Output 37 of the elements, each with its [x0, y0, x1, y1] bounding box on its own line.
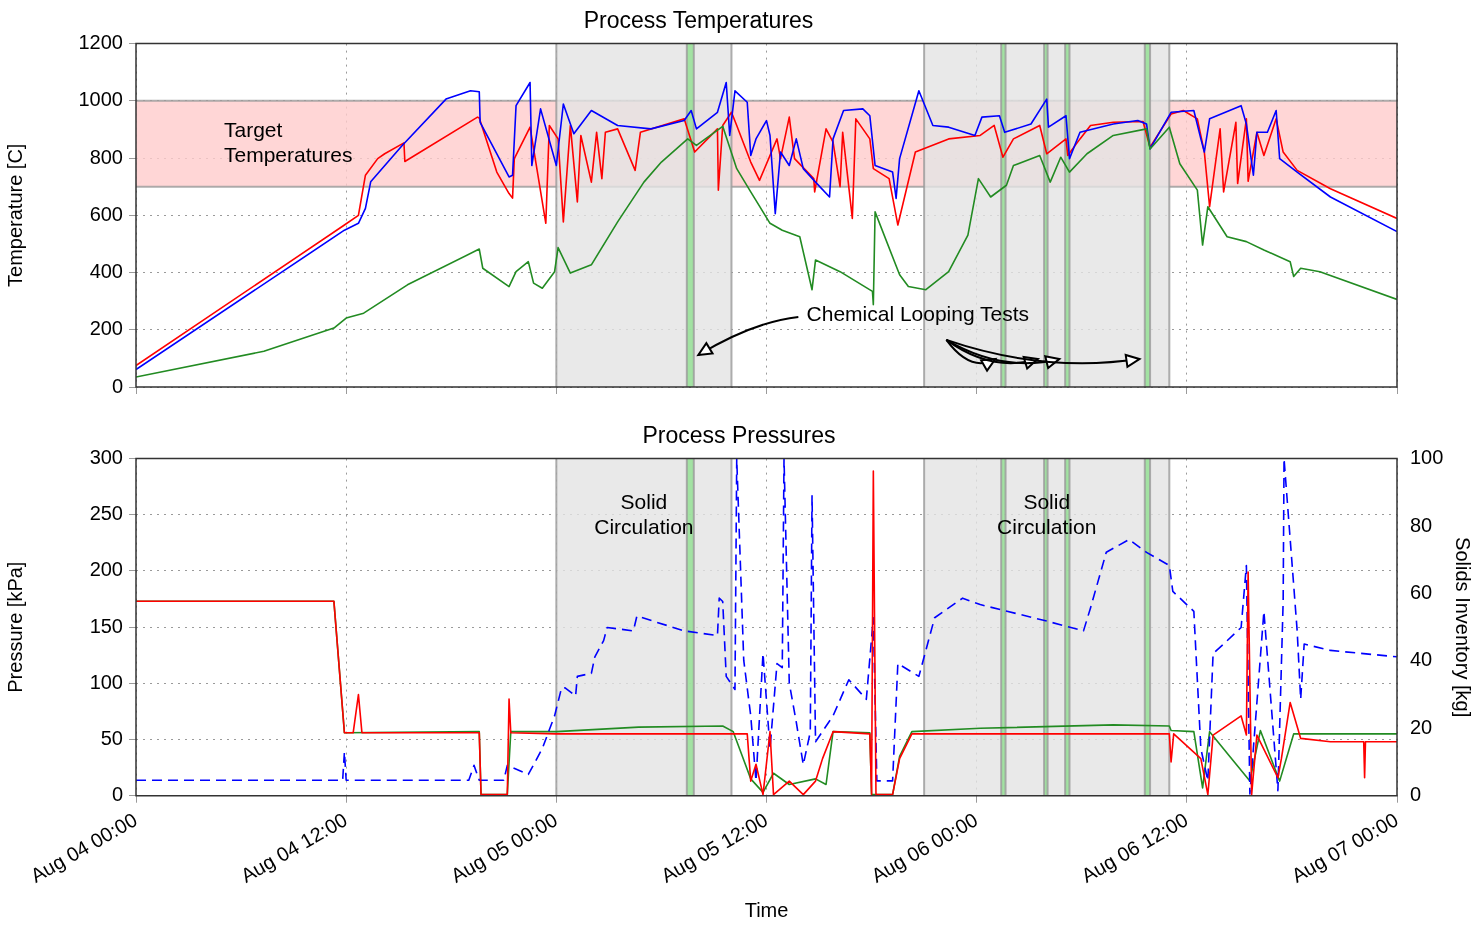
y-tick-label: 200 [89, 558, 123, 581]
y-tick-label: 800 [89, 145, 123, 168]
x-tick-label: Aug 04 12:00 [236, 808, 351, 887]
annotation: Chemical Looping Tests [806, 301, 1030, 325]
y-tick-label: 600 [89, 202, 123, 225]
y2-tick-label: 80 [1410, 513, 1433, 536]
x-tick-label: Aug 05 00:00 [447, 808, 562, 887]
x-tick-label: Aug 04 00:00 [26, 808, 141, 887]
y2-tick-label: 60 [1410, 580, 1433, 603]
x-tick-label: Aug 06 00:00 [867, 808, 982, 887]
y-tick-label: 250 [89, 502, 123, 525]
y-axis-title: Pressure [kPa] [3, 561, 26, 693]
y-tick-label: 150 [89, 614, 123, 637]
y2-tick-label: 0 [1410, 783, 1422, 806]
y-tick-label: 0 [111, 374, 123, 397]
y-tick-label: 300 [89, 446, 123, 469]
y-tick-label: 1000 [78, 88, 123, 111]
x-tick-label: Aug 05 12:00 [657, 808, 772, 887]
y-tick-label: 200 [89, 317, 123, 340]
x-tick-label: Aug 07 00:00 [1287, 808, 1402, 887]
y2-tick-label: 40 [1410, 648, 1433, 671]
x-tick-label: Aug 06 12:00 [1077, 808, 1192, 887]
y-tick-label: 1200 [78, 31, 123, 54]
y2-tick-label: 100 [1410, 446, 1444, 469]
y-axis-title: Temperature [C] [3, 143, 26, 287]
y2-axis-title: Solids Inventory [kg] [1452, 537, 1475, 718]
band-label: Target Temperatures [224, 118, 353, 167]
y2-tick-label: 20 [1410, 715, 1433, 738]
chart-title: Process Pressures [642, 422, 836, 449]
y-tick-label: 100 [89, 670, 123, 693]
x-axis-title: Time [744, 898, 789, 921]
band-label: Solid Circulation [594, 490, 694, 539]
band-label: Solid Circulation [997, 490, 1097, 539]
y-tick-label: 0 [111, 783, 123, 806]
y-tick-label: 50 [100, 727, 123, 750]
y-tick-label: 400 [89, 260, 123, 283]
chart-title: Process Temperatures [583, 7, 814, 34]
